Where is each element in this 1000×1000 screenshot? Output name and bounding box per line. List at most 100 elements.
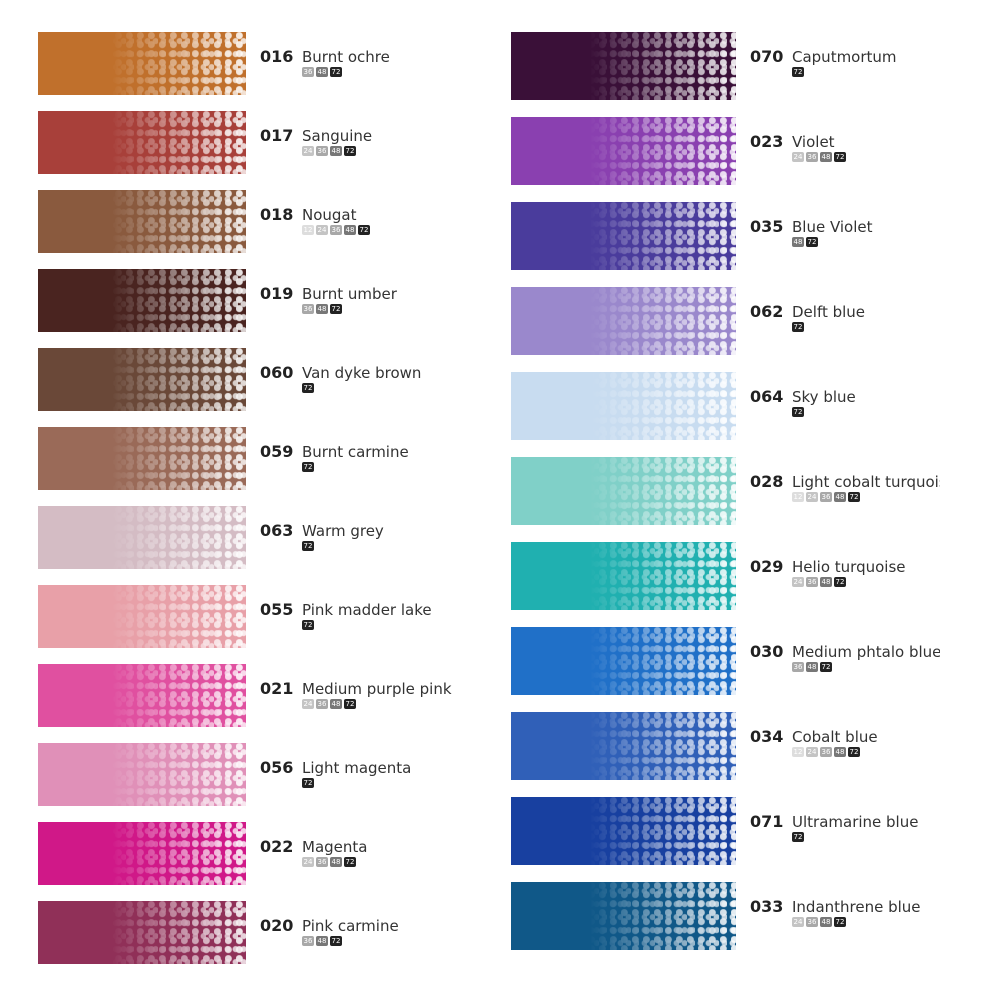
color-label: 071 Ultramarine blue 72 xyxy=(750,812,940,852)
set-size-badge: 12 xyxy=(792,492,804,502)
color-name: Pink carmine xyxy=(302,917,399,935)
color-swatch-023 xyxy=(511,117,736,185)
color-swatch-033 xyxy=(511,882,736,950)
set-size-badge: 24 xyxy=(302,699,314,709)
color-swatch-063 xyxy=(38,506,246,569)
color-code: 017 xyxy=(260,126,294,145)
color-label: 033 Indanthrene blue 24 36 48 72 xyxy=(750,897,940,937)
set-size-badge: 48 xyxy=(316,936,328,946)
set-size-badge: 48 xyxy=(344,225,356,235)
color-name: Burnt carmine xyxy=(302,443,409,461)
color-code: 055 xyxy=(260,600,294,619)
color-label: 056 Light magenta 72 xyxy=(260,758,500,798)
set-size-badges: 24 36 48 72 xyxy=(302,699,356,709)
color-name: Delft blue xyxy=(792,303,866,321)
color-code: 034 xyxy=(750,727,784,746)
color-label: 022 Magenta 24 36 48 72 xyxy=(260,837,500,877)
set-size-badge: 36 xyxy=(316,699,328,709)
set-size-badge: 72 xyxy=(792,322,804,332)
color-name: Magenta xyxy=(302,838,368,856)
set-size-badges: 72 xyxy=(302,541,314,551)
color-code: 029 xyxy=(750,557,784,576)
color-code: 063 xyxy=(260,521,294,540)
set-size-badges: 36 48 72 xyxy=(302,67,342,77)
color-name: Light magenta xyxy=(302,759,412,777)
set-size-badge: 72 xyxy=(358,225,370,235)
color-label: 060 Van dyke brown 72 xyxy=(260,363,500,403)
color-label: 023 Violet 24 36 48 72 xyxy=(750,132,940,172)
set-size-badge: 72 xyxy=(302,462,314,472)
color-code: 070 xyxy=(750,47,784,66)
color-name: Indanthrene blue xyxy=(792,898,921,916)
set-size-badges: 36 48 72 xyxy=(302,304,342,314)
set-size-badge: 72 xyxy=(330,936,342,946)
set-size-badge: 36 xyxy=(820,747,832,757)
set-size-badges: 72 xyxy=(302,620,314,630)
set-size-badges: 24 36 48 72 xyxy=(302,146,356,156)
color-code: 016 xyxy=(260,47,294,66)
color-swatch-021 xyxy=(38,664,246,727)
color-name: Light cobalt turquoise xyxy=(792,473,940,491)
set-size-badge: 48 xyxy=(820,917,832,927)
set-size-badge: 36 xyxy=(302,936,314,946)
set-size-badge: 36 xyxy=(316,146,328,156)
set-size-badges: 72 xyxy=(792,322,804,332)
set-size-badge: 48 xyxy=(820,152,832,162)
set-size-badges: 12 24 36 48 72 xyxy=(302,225,370,235)
set-size-badge: 48 xyxy=(330,857,342,867)
set-size-badge: 12 xyxy=(792,747,804,757)
color-label: 016 Burnt ochre 36 48 72 xyxy=(260,47,500,87)
set-size-badges: 72 xyxy=(792,407,804,417)
set-size-badge: 36 xyxy=(316,857,328,867)
color-label: 021 Medium purple pink 24 36 48 72 xyxy=(260,679,500,719)
color-code: 028 xyxy=(750,472,784,491)
color-code: 035 xyxy=(750,217,784,236)
set-size-badge: 72 xyxy=(848,492,860,502)
color-swatch-056 xyxy=(38,743,246,806)
set-size-badge: 72 xyxy=(344,699,356,709)
color-label: 070 Caputmortum 72 xyxy=(750,47,940,87)
set-size-badges: 72 xyxy=(792,832,804,842)
set-size-badge: 72 xyxy=(848,747,860,757)
color-code: 030 xyxy=(750,642,784,661)
color-name: Medium purple pink xyxy=(302,680,452,698)
color-swatch-030 xyxy=(511,627,736,695)
set-size-badge: 36 xyxy=(820,492,832,502)
set-size-badges: 72 xyxy=(302,383,314,393)
set-size-badge: 24 xyxy=(302,146,314,156)
color-code: 033 xyxy=(750,897,784,916)
color-code: 023 xyxy=(750,132,784,151)
set-size-badge: 36 xyxy=(302,67,314,77)
color-name: Medium phtalo blue xyxy=(792,643,940,661)
set-size-badge: 12 xyxy=(302,225,314,235)
color-code: 018 xyxy=(260,205,294,224)
set-size-badge: 48 xyxy=(330,699,342,709)
set-size-badge: 24 xyxy=(792,152,804,162)
set-size-badge: 72 xyxy=(806,237,818,247)
color-label: 017 Sanguine 24 36 48 72 xyxy=(260,126,500,166)
set-size-badge: 48 xyxy=(834,492,846,502)
color-label: 059 Burnt carmine 72 xyxy=(260,442,500,482)
set-size-badge: 36 xyxy=(806,577,818,587)
color-name: Sky blue xyxy=(792,388,856,406)
set-size-badge: 72 xyxy=(792,407,804,417)
color-name: Sanguine xyxy=(302,127,373,145)
color-label: 018 Nougat 12 24 36 48 72 xyxy=(260,205,500,245)
set-size-badges: 24 36 48 72 xyxy=(792,152,846,162)
set-size-badge: 24 xyxy=(792,917,804,927)
set-size-badge: 36 xyxy=(806,152,818,162)
set-size-badge: 72 xyxy=(792,67,804,77)
color-label: 034 Cobalt blue 12 24 36 48 72 xyxy=(750,727,940,767)
color-swatch-060 xyxy=(38,348,246,411)
color-code: 071 xyxy=(750,812,784,831)
set-size-badge: 48 xyxy=(792,237,804,247)
set-size-badges: 12 24 36 48 72 xyxy=(792,747,860,757)
color-name: Violet xyxy=(792,133,835,151)
color-swatch-071 xyxy=(511,797,736,865)
color-swatch-018 xyxy=(38,190,246,253)
color-label: 028 Light cobalt turquoise 12 24 36 48 72 xyxy=(750,472,940,512)
color-label: 064 Sky blue 72 xyxy=(750,387,940,427)
color-name: Burnt ochre xyxy=(302,48,390,66)
color-name: Nougat xyxy=(302,206,357,224)
set-size-badge: 48 xyxy=(316,304,328,314)
